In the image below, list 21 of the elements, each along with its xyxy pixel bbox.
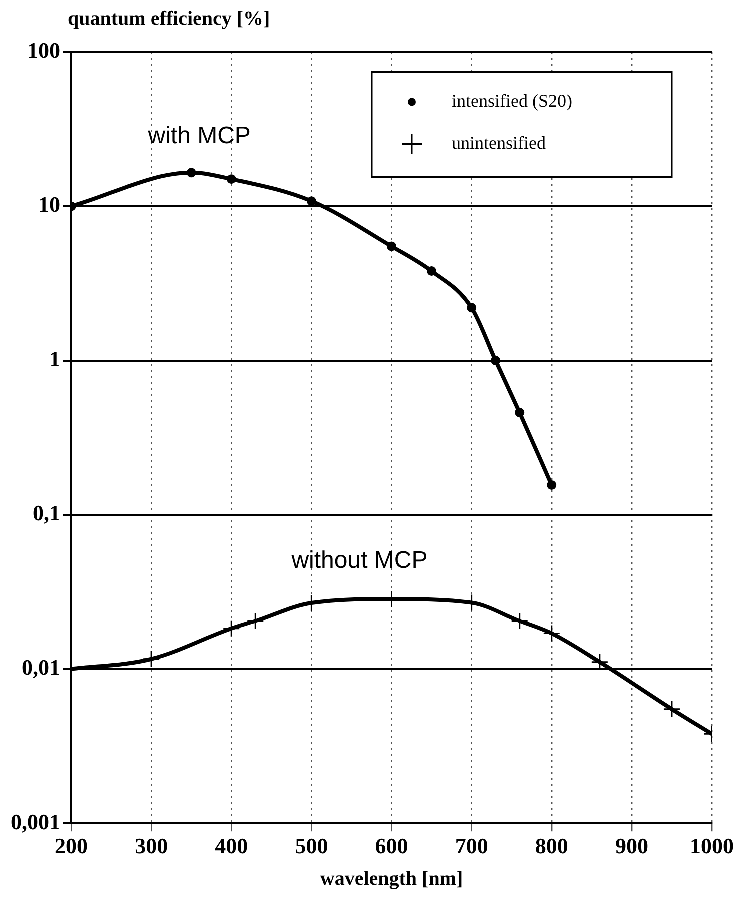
x-tick-label: 700 <box>455 833 488 858</box>
x-tick-label: 800 <box>535 833 568 858</box>
x-tick-label: 900 <box>615 833 648 858</box>
legend-label: unintensified <box>452 132 546 153</box>
legend-label: intensified (S20) <box>452 90 572 111</box>
x-tick-label: 200 <box>55 833 88 858</box>
x-tick-label: 400 <box>215 833 248 858</box>
y-tick-label: 100 <box>28 38 60 63</box>
y-tick-label: 0,1 <box>33 500 60 526</box>
y-tick-label: 1 <box>50 346 60 372</box>
x-tick-label: 300 <box>135 833 168 858</box>
x-axis-title: wavelength [nm] <box>320 868 464 890</box>
annotation: without MCP <box>290 546 428 574</box>
x-tick-label: 1000 <box>690 833 734 858</box>
x-tick-label: 600 <box>375 833 408 858</box>
y-tick-label: 10 <box>38 192 60 218</box>
x-tick-label: 500 <box>295 833 328 858</box>
y-tick-label: 0,001 <box>11 809 60 834</box>
y-axis-title: quantum efficiency [%] <box>67 8 272 32</box>
annotation: with MCP <box>147 122 251 150</box>
y-tick-label: 0,01 <box>22 655 60 680</box>
